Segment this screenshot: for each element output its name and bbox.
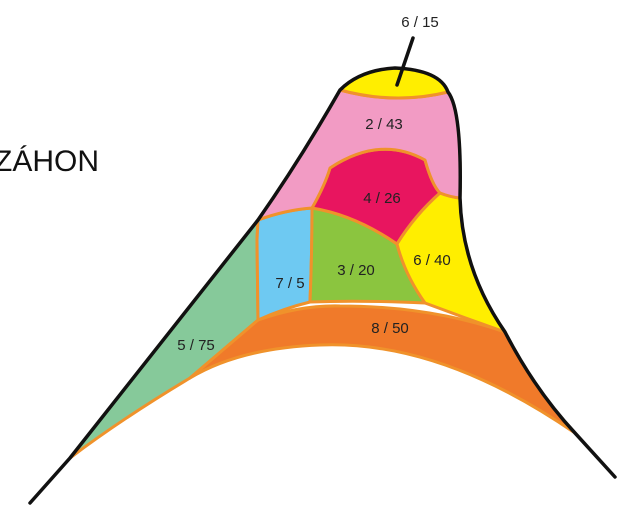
label-tip: 6 / 15 xyxy=(401,14,439,31)
section-tip xyxy=(338,66,450,100)
section-light-blue xyxy=(255,206,314,322)
label-teal-left: 5 / 75 xyxy=(177,337,215,354)
label-light-blue: 7 / 5 xyxy=(275,275,304,292)
label-orange-base: 8 / 50 xyxy=(371,320,409,337)
label-green-center: 3 / 20 xyxy=(337,262,375,279)
bed-title: ZÁHON xyxy=(0,145,99,178)
label-yellow-right: 6 / 40 xyxy=(413,252,451,269)
label-crimson: 4 / 26 xyxy=(363,190,401,207)
label-upper-pink: 2 / 43 xyxy=(365,116,403,133)
tip-pointer-line xyxy=(395,36,415,87)
bed-outline-left xyxy=(28,66,617,505)
